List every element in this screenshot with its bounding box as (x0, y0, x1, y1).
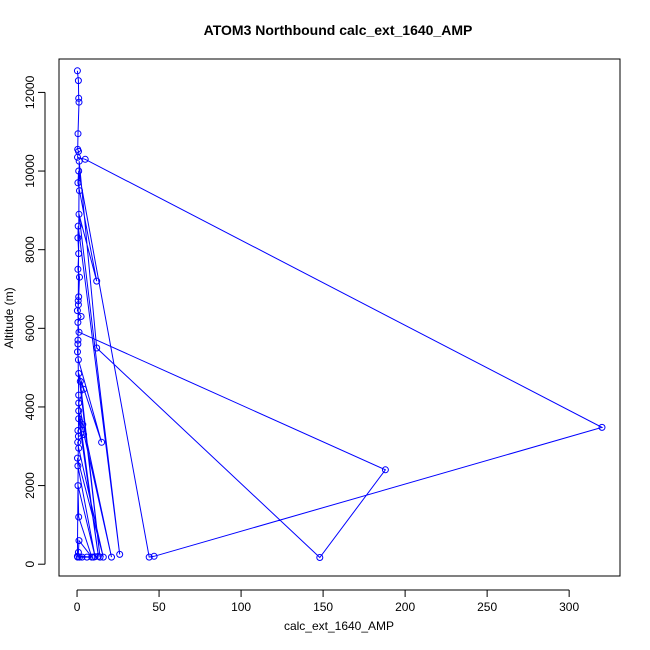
data-point (75, 157, 83, 165)
data-point (75, 210, 83, 218)
data-point (74, 482, 82, 490)
data-point (74, 222, 82, 230)
data-point (74, 179, 82, 187)
y-axis: 0 2000 4000 6000 8000 10000 12000 (23, 75, 46, 568)
data-point (81, 155, 89, 163)
data-point (74, 340, 82, 348)
y-tick-label: 2000 (23, 472, 37, 499)
data-point (76, 273, 83, 281)
data-point (74, 297, 82, 305)
data-point (93, 344, 101, 352)
data-point (74, 265, 82, 273)
data-point (74, 348, 81, 356)
x-tick-label: 250 (477, 600, 497, 614)
chart-title: ATOM3 Northbound calc_ext_1640_AMP (204, 22, 473, 38)
data-point (74, 462, 82, 470)
data-point (74, 77, 82, 85)
data-point (75, 399, 83, 407)
data-point (74, 153, 81, 161)
y-tick-label: 0 (23, 561, 37, 568)
x-axis: 0 50 100 150 200 250 300 (74, 589, 579, 614)
data-point (75, 250, 83, 258)
data-point (75, 391, 83, 399)
data-point (75, 167, 83, 175)
x-tick-label: 0 (74, 600, 81, 614)
data-point (75, 293, 83, 301)
series-layer (73, 67, 606, 561)
series-line (76, 70, 604, 559)
y-axis-label: Altitude (m) (2, 287, 16, 348)
x-tick-label: 150 (313, 600, 333, 614)
data-point (316, 554, 324, 561)
data-point (99, 553, 107, 561)
y-tick-label: 6000 (23, 315, 37, 342)
y-tick-label: 10000 (23, 154, 37, 188)
data-point (80, 431, 88, 438)
data-point (75, 513, 83, 521)
data-point (73, 307, 81, 315)
data-point (73, 552, 81, 560)
data-point (74, 356, 82, 364)
data-point (145, 553, 153, 561)
data-point (74, 454, 81, 462)
data-point (381, 466, 389, 474)
data-point (74, 548, 82, 556)
data-point (75, 370, 83, 377)
data-point (74, 130, 82, 138)
data-point (79, 421, 87, 429)
x-tick-label: 300 (559, 600, 579, 614)
x-tick-label: 50 (152, 600, 166, 614)
x-tick-label: 200 (395, 600, 415, 614)
data-point (78, 553, 86, 561)
data-point (98, 438, 106, 446)
data-point (74, 318, 82, 326)
y-tick-label: 4000 (23, 393, 37, 420)
data-point (74, 234, 82, 242)
data-point (75, 98, 83, 106)
data-point (598, 423, 606, 431)
data-point (89, 553, 97, 561)
x-tick-label: 100 (231, 600, 251, 614)
data-point (75, 444, 83, 452)
data-point (75, 407, 83, 415)
data-point (116, 550, 124, 558)
y-tick-label: 8000 (23, 236, 37, 263)
y-tick-label: 12000 (23, 75, 37, 109)
data-point (75, 94, 83, 102)
data-point (76, 377, 84, 385)
plot-frame (58, 58, 621, 577)
data-point (150, 552, 158, 560)
x-axis-label: calc_ext_1640_AMP (284, 619, 394, 633)
data-point (93, 277, 101, 285)
data-point (94, 552, 102, 560)
data-point (74, 336, 82, 344)
data-point (75, 537, 83, 545)
data-point (77, 313, 85, 320)
data-point (75, 415, 83, 423)
data-point (76, 187, 83, 195)
data-point (80, 385, 88, 393)
data-point (73, 67, 81, 75)
data-point (108, 553, 115, 561)
data-point (75, 328, 83, 336)
